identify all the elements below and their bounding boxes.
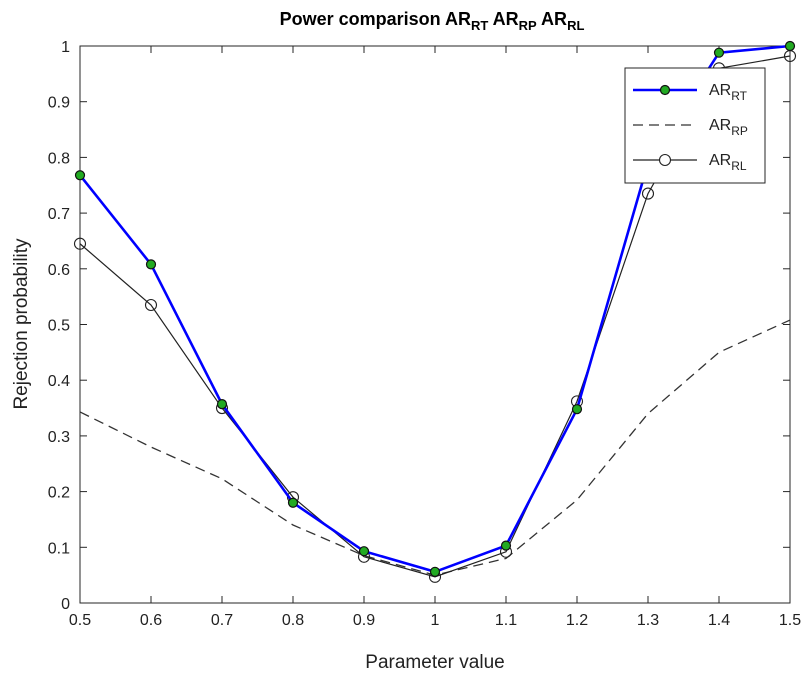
legend-box xyxy=(624,67,766,184)
title-part: Power comparison xyxy=(280,9,445,29)
title-part: AR xyxy=(445,9,471,29)
data-point xyxy=(429,566,441,577)
y-tick-label: 0 xyxy=(61,596,70,613)
legend-label: ARRT xyxy=(709,82,748,103)
y-tick-label: 0.3 xyxy=(48,429,70,446)
data-point xyxy=(713,47,725,58)
title-part: AR xyxy=(488,9,518,29)
chart-title: Power comparison ARRT ARRP ARRL xyxy=(280,9,585,33)
data-point xyxy=(73,237,87,250)
y-tick-label: 0.8 xyxy=(48,150,70,167)
data-point xyxy=(358,546,370,557)
legend-item-rl: ARRL xyxy=(633,152,747,173)
legend-label-main: AR xyxy=(709,117,731,134)
x-axis-label: Parameter value xyxy=(365,652,504,673)
data-point xyxy=(145,259,157,270)
x-tick-label: 0.7 xyxy=(211,612,233,629)
data-point xyxy=(216,399,228,410)
x-tick-label: 0.9 xyxy=(353,612,375,629)
y-tick-label: 0.6 xyxy=(48,262,70,279)
y-tick-label: 0.4 xyxy=(48,373,70,390)
x-tick-label: 0.5 xyxy=(69,612,91,629)
x-tick-label: 1 xyxy=(431,612,440,629)
legend-label: ARRL xyxy=(709,152,747,173)
y-tick-label: 0.7 xyxy=(48,206,70,223)
legend-label-main: AR xyxy=(709,152,731,169)
data-point xyxy=(571,404,583,415)
x-tick-label: 1.4 xyxy=(708,612,730,629)
x-tick-label: 1.3 xyxy=(637,612,659,629)
x-tick-label: 0.6 xyxy=(140,612,162,629)
y-tick-label: 0.5 xyxy=(48,318,70,335)
x-tick-label: 1.2 xyxy=(566,612,588,629)
legend-label-main: AR xyxy=(709,82,731,99)
legend-label-sub: RP xyxy=(731,124,748,138)
y-axis: 0 0.1 0.2 0.3 0.4 0.5 0.6 0.7 0.8 0.9 1 xyxy=(48,39,790,613)
x-tick-label: 1.1 xyxy=(495,612,517,629)
x-axis: 0.5 0.6 0.7 0.8 0.9 1 1.1 1.2 1.3 1.4 1.5 xyxy=(69,46,801,629)
legend-marker xyxy=(658,153,672,167)
title-part: RP xyxy=(519,18,537,33)
title-part: RL xyxy=(567,18,584,33)
y-tick-label: 0.2 xyxy=(48,485,70,502)
data-point xyxy=(287,497,299,508)
data-point xyxy=(500,540,512,551)
y-tick-label: 1 xyxy=(61,39,70,56)
data-point xyxy=(784,40,796,52)
y-tick-label: 0.1 xyxy=(48,540,70,557)
data-point xyxy=(144,298,158,312)
y-axis-label: Rejection probability xyxy=(11,238,32,410)
legend-label-sub: RL xyxy=(731,159,747,173)
y-tick-label: 0.9 xyxy=(48,95,70,112)
x-tick-label: 1.5 xyxy=(779,612,801,629)
title-part: RT xyxy=(471,18,488,33)
legend-item-rt: ARRT xyxy=(633,82,748,103)
legend-marker xyxy=(659,84,671,96)
data-point xyxy=(783,49,797,63)
legend-label-sub: RT xyxy=(731,89,747,103)
data-point xyxy=(74,170,86,181)
data-point xyxy=(641,187,655,200)
x-tick-label: 0.8 xyxy=(282,612,304,629)
title-part: AR xyxy=(537,9,567,29)
legend-label: ARRP xyxy=(709,117,748,138)
legend-item-rp: ARRP xyxy=(633,117,748,138)
